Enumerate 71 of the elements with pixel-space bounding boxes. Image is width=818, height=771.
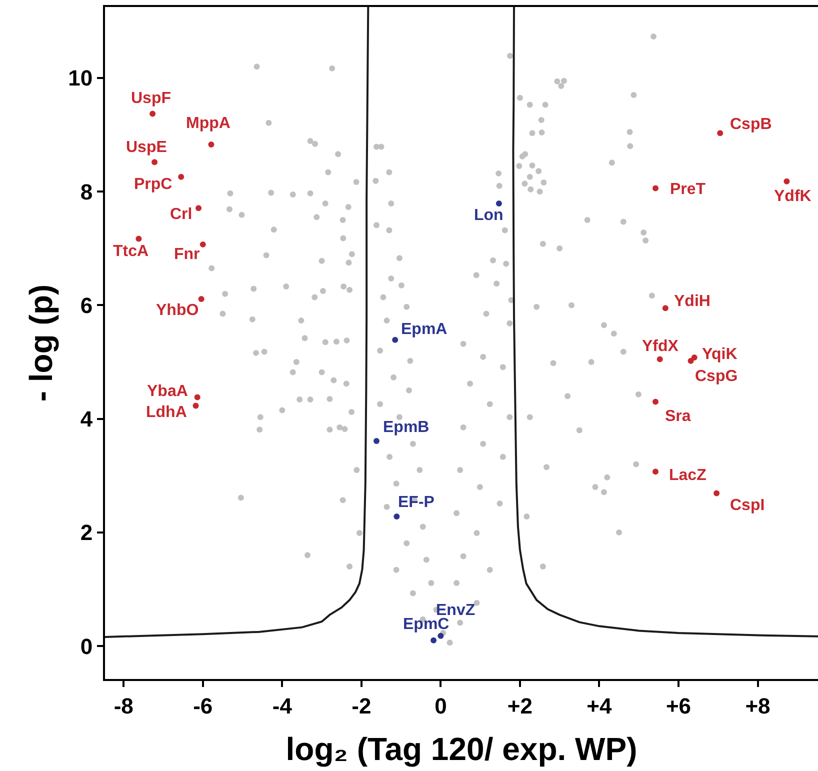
point <box>152 159 158 166</box>
point <box>430 637 437 644</box>
y-tick-label: 2 <box>80 520 93 546</box>
x-tick-label: +4 <box>586 693 613 718</box>
x-tick-label: 0 <box>434 693 447 718</box>
annotation: CspI <box>730 497 765 514</box>
point <box>691 354 698 360</box>
annotation: CspB <box>730 116 772 133</box>
annotation: Crl <box>170 206 192 223</box>
point <box>136 236 142 242</box>
x-axis-title: log₂ (Tag 120/ exp. WP) <box>286 730 638 767</box>
annotation: YfdX <box>642 338 679 355</box>
annotation: EF-P <box>398 494 435 511</box>
annotation: PreT <box>670 181 706 198</box>
point <box>438 632 444 639</box>
y-tick-label: 6 <box>80 292 93 318</box>
point <box>784 178 790 184</box>
annotation: Fnr <box>174 246 200 263</box>
point <box>200 241 206 248</box>
line-series <box>512 7 818 638</box>
point <box>192 402 199 409</box>
annotation: EpmA <box>401 321 448 338</box>
point <box>198 296 204 302</box>
x-tick-label: -2 <box>352 693 372 718</box>
y-tick-label: 0 <box>80 634 93 659</box>
point <box>714 490 720 496</box>
point <box>392 336 398 343</box>
point <box>496 200 502 207</box>
annotation: LdhA <box>146 404 188 421</box>
annotation: YdiH <box>674 293 710 310</box>
point <box>688 358 694 364</box>
annotation: YdfK <box>774 188 812 205</box>
annotation: EnvZ <box>436 602 476 619</box>
annotation: PrpC <box>134 176 173 193</box>
point <box>662 305 668 312</box>
x-tick-label: -8 <box>114 693 134 718</box>
annotation: UspF <box>131 90 172 107</box>
x-tick-label: +6 <box>666 693 692 718</box>
point <box>652 398 658 405</box>
x-tick-label: -4 <box>272 693 293 718</box>
annotation: YbaA <box>147 383 188 400</box>
y-tick-label: 8 <box>80 179 93 204</box>
point <box>717 130 724 136</box>
annotation: MppA <box>186 115 231 132</box>
y-tick-label: 10 <box>68 66 93 91</box>
point <box>194 394 200 400</box>
x-tick-label: +8 <box>745 693 770 718</box>
annotation: EpmC <box>403 616 450 633</box>
point <box>178 174 184 180</box>
annotation: EpmB <box>383 419 430 436</box>
annotation: Lon <box>474 207 504 224</box>
annotation: YhbO <box>156 302 199 319</box>
point <box>394 514 400 520</box>
point <box>652 468 658 475</box>
annotation: CspG <box>695 368 738 385</box>
y-tick-label: 4 <box>80 406 94 432</box>
annotation: Sra <box>665 408 691 425</box>
y-axis-title: - log (p) <box>22 284 59 402</box>
annotation: YqiK <box>702 346 738 363</box>
annotation: LacZ <box>669 467 707 484</box>
point <box>373 438 380 444</box>
line-series <box>105 7 370 638</box>
annotation: UspE <box>126 139 168 156</box>
x-tick-label: -6 <box>193 693 213 718</box>
point <box>150 110 156 117</box>
x-tick-label: +2 <box>507 693 533 718</box>
point <box>656 356 663 362</box>
point <box>208 141 214 148</box>
point <box>652 185 658 192</box>
annotation: TtcA <box>113 243 149 260</box>
point <box>196 205 202 212</box>
